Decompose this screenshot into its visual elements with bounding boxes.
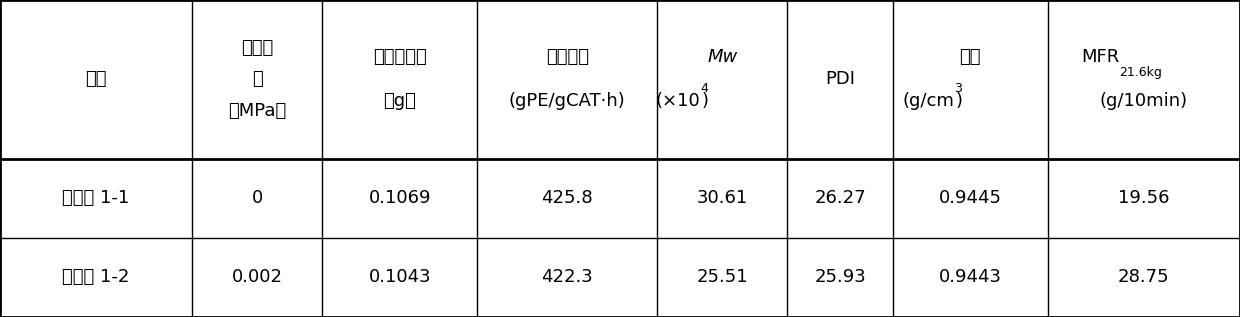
Text: 0.1043: 0.1043: [368, 268, 432, 286]
Text: 编号: 编号: [86, 70, 107, 88]
Text: Mw: Mw: [707, 48, 738, 66]
Text: 25.93: 25.93: [815, 268, 866, 286]
Text: 21.6kg: 21.6kg: [1118, 66, 1162, 80]
Text: 0.1069: 0.1069: [368, 189, 432, 207]
Text: (g/10min): (g/10min): [1100, 93, 1188, 110]
Text: PDI: PDI: [825, 70, 856, 88]
Text: 4: 4: [699, 82, 708, 95]
Text: （MPa）: （MPa）: [228, 102, 286, 120]
Text: 28.75: 28.75: [1118, 268, 1169, 286]
Text: 氢气加: 氢气加: [241, 39, 274, 56]
Text: 0.9443: 0.9443: [939, 268, 1002, 286]
Text: 实施例 1-2: 实施例 1-2: [62, 268, 130, 286]
Text: 实施例 1-1: 实施例 1-1: [62, 189, 130, 207]
Text: （g）: （g）: [383, 93, 417, 110]
Text: (g/cm: (g/cm: [903, 93, 955, 110]
Text: 422.3: 422.3: [542, 268, 593, 286]
Text: 3: 3: [955, 82, 962, 95]
Text: (gPE/gCAT·h): (gPE/gCAT·h): [508, 93, 626, 110]
Text: ): ): [702, 93, 708, 110]
Text: 催化剂加量: 催化剂加量: [373, 48, 427, 66]
Text: 0: 0: [252, 189, 263, 207]
Text: (×10: (×10: [655, 93, 699, 110]
Text: 30.61: 30.61: [697, 189, 748, 207]
Text: 19.56: 19.56: [1118, 189, 1169, 207]
Text: 0.9445: 0.9445: [939, 189, 1002, 207]
Text: 26.27: 26.27: [815, 189, 866, 207]
Text: 量: 量: [252, 70, 263, 88]
Text: 25.51: 25.51: [697, 268, 748, 286]
Text: ): ): [955, 93, 962, 110]
Text: 0.002: 0.002: [232, 268, 283, 286]
Text: 密度: 密度: [960, 48, 981, 66]
Text: 425.8: 425.8: [542, 189, 593, 207]
Text: MFR: MFR: [1081, 48, 1118, 66]
Text: 聚合活性: 聚合活性: [546, 48, 589, 66]
